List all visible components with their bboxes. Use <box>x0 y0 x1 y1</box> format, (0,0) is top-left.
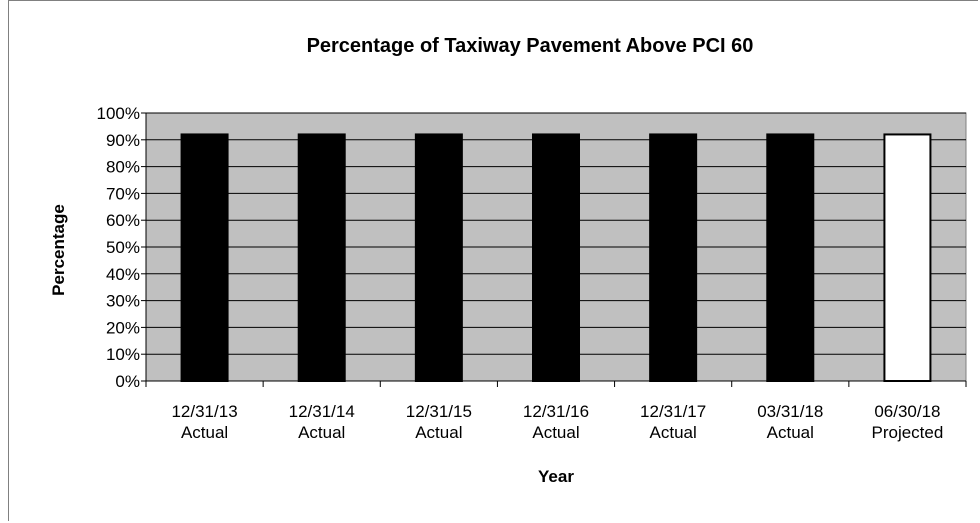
bar <box>649 133 698 382</box>
bar <box>180 133 229 382</box>
x-tick-label: Actual <box>767 423 814 442</box>
x-tick-label: Projected <box>872 423 944 442</box>
x-tick-label: 12/31/15 <box>406 402 472 421</box>
y-axis-title: Percentage <box>49 204 68 296</box>
x-tick-label: Actual <box>181 423 228 442</box>
y-tick-label: 90% <box>106 131 140 150</box>
x-tick-label: Actual <box>298 423 345 442</box>
x-tick-label: 03/31/18 <box>757 402 823 421</box>
y-tick-label: 10% <box>106 345 140 364</box>
y-tick-labels: 0% 10% 20% 30% 40% 50% 60% 70% 80% 90% 100% <box>97 104 140 391</box>
x-tick-label: 12/31/13 <box>171 402 237 421</box>
bar <box>883 133 932 382</box>
bar <box>297 133 346 382</box>
bar <box>414 133 463 382</box>
x-tick-label: 12/31/16 <box>523 402 589 421</box>
x-tick-labels: 12/31/13 Actual 12/31/14 Actual 12/31/15 Actu… <box>171 402 943 442</box>
y-tick-label: 50% <box>106 238 140 257</box>
x-tick-label: Actual <box>650 423 697 442</box>
x-tick-label: 06/30/18 <box>874 402 940 421</box>
x-tick-label: 12/31/14 <box>289 402 355 421</box>
bar <box>532 133 580 382</box>
bar <box>766 133 815 382</box>
y-tick-label: 80% <box>106 158 140 177</box>
x-tick-label: Actual <box>532 423 579 442</box>
x-axis-title: Year <box>538 467 574 486</box>
y-tick-label: 40% <box>106 265 140 284</box>
x-tick-label: Actual <box>415 423 462 442</box>
bars <box>180 133 932 382</box>
axes <box>141 112 967 387</box>
y-tick-label: 70% <box>106 184 140 203</box>
y-tick-label: 20% <box>106 318 140 337</box>
y-tick-label: 60% <box>106 211 140 230</box>
chart-title: Percentage of Taxiway Pavement Above PCI… <box>307 35 754 57</box>
y-tick-label: 0% <box>115 372 140 391</box>
x-tick-label: 12/31/17 <box>640 402 706 421</box>
y-tick-label: 100% <box>97 104 140 123</box>
y-tick-label: 30% <box>106 292 140 311</box>
